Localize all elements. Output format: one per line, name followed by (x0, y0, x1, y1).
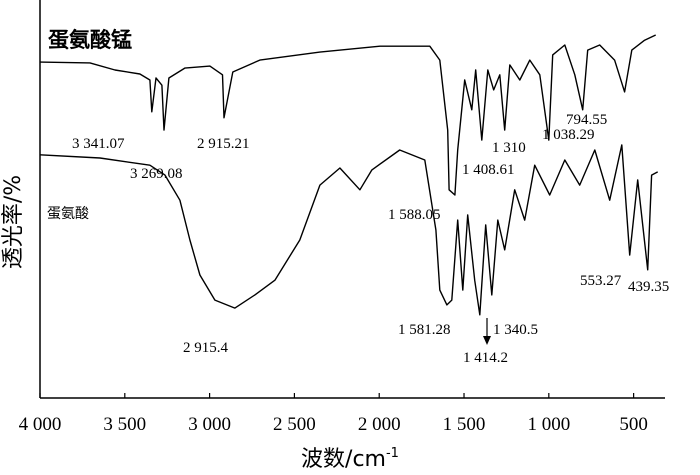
series-label: 蛋氨酸 (47, 206, 89, 222)
peak-label: 1 340.5 (493, 322, 538, 338)
peak-label: 1 581.28 (398, 322, 451, 338)
peak-label: 1 038.29 (542, 127, 595, 143)
peak-label: 3 341.07 (72, 136, 125, 152)
x-axis-label-text: 波数/cm (301, 447, 386, 472)
peak-label: 2 915.21 (197, 136, 250, 152)
peak-label: 2 915.4 (183, 340, 229, 356)
x-tick-label: 3 000 (188, 414, 231, 435)
x-tick-label: 500 (619, 414, 648, 435)
peak-label: 439.35 (628, 279, 669, 295)
peak-label: 553.27 (580, 273, 622, 289)
spectrum-line (39, 144, 659, 316)
peak-label: 794.55 (566, 112, 607, 128)
x-tick-label: 1 000 (527, 414, 570, 435)
x-axis-label: 波数/cm-1 (301, 446, 399, 472)
x-tick-label: 2 000 (358, 414, 401, 435)
x-tick-label: 2 500 (273, 414, 316, 435)
x-tick-label: 1 500 (443, 414, 486, 435)
arrow-head (483, 336, 491, 345)
x-tick-label: 4 000 (19, 414, 62, 435)
peak-label: 1 408.61 (462, 162, 515, 178)
spectrum-line (39, 34, 656, 196)
peak-label: 3 269.08 (130, 166, 183, 182)
y-axis-label: 透光率/% (1, 175, 26, 269)
peak-label: 1 310 (492, 140, 526, 156)
peak-label: 1 414.2 (463, 350, 508, 366)
x-tick-label: 3 500 (103, 414, 146, 435)
series-label: 蛋氨酸锰 (48, 28, 132, 52)
x-axis-label-sup: -1 (386, 446, 399, 461)
peak-label: 1 588.05 (388, 207, 441, 223)
